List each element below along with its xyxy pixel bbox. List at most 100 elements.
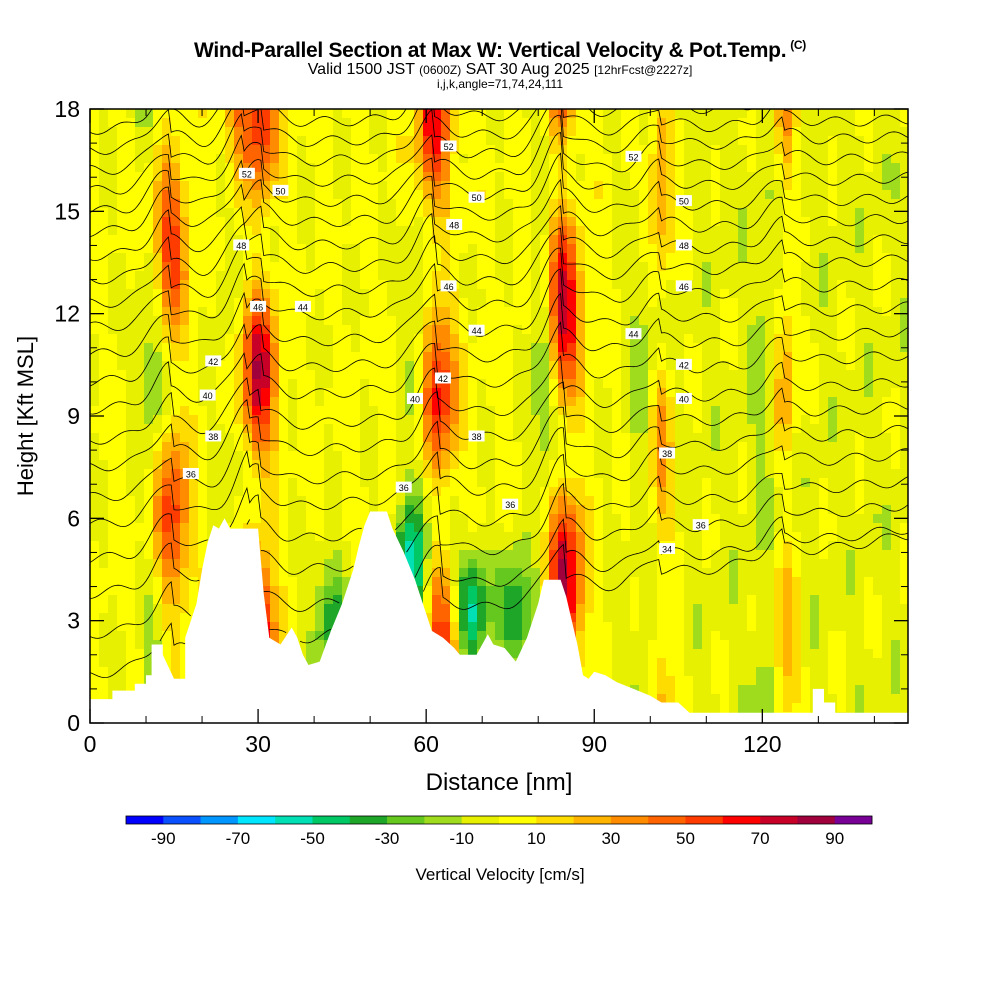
velocity-cell bbox=[99, 370, 109, 380]
velocity-cell bbox=[243, 199, 253, 209]
velocity-cell bbox=[459, 424, 469, 434]
velocity-cell bbox=[90, 199, 100, 209]
velocity-cell bbox=[117, 541, 127, 551]
velocity-cell bbox=[585, 496, 595, 506]
velocity-cell bbox=[153, 496, 163, 506]
velocity-cell bbox=[378, 442, 388, 452]
velocity-cell bbox=[612, 226, 622, 236]
velocity-cell bbox=[360, 487, 370, 497]
velocity-cell bbox=[333, 343, 343, 353]
velocity-cell bbox=[387, 271, 397, 281]
velocity-cell bbox=[900, 271, 908, 281]
velocity-cell bbox=[675, 226, 685, 236]
velocity-cell bbox=[540, 334, 550, 344]
velocity-cell bbox=[819, 487, 829, 497]
velocity-cell bbox=[810, 460, 820, 470]
velocity-cell bbox=[828, 172, 838, 182]
velocity-cell bbox=[297, 235, 307, 245]
velocity-cell bbox=[765, 244, 775, 254]
velocity-cell bbox=[450, 379, 460, 389]
velocity-cell bbox=[234, 406, 244, 416]
velocity-cell bbox=[855, 316, 865, 326]
velocity-cell bbox=[603, 352, 613, 362]
velocity-cell bbox=[108, 505, 118, 515]
velocity-cell bbox=[288, 334, 298, 344]
velocity-cell bbox=[135, 514, 145, 524]
velocity-cell bbox=[432, 568, 442, 578]
velocity-cell bbox=[198, 244, 208, 254]
velocity-cell bbox=[711, 172, 721, 182]
velocity-cell bbox=[657, 235, 667, 245]
velocity-cell bbox=[270, 136, 280, 146]
velocity-cell bbox=[297, 181, 307, 191]
velocity-cell bbox=[486, 262, 496, 272]
velocity-cell bbox=[513, 442, 523, 452]
velocity-cell bbox=[477, 559, 487, 569]
velocity-cell bbox=[468, 271, 478, 281]
velocity-cell bbox=[684, 163, 694, 173]
velocity-cell bbox=[396, 514, 406, 524]
velocity-cell bbox=[630, 181, 640, 191]
velocity-cell bbox=[333, 316, 343, 326]
velocity-cell bbox=[531, 559, 541, 569]
velocity-cell bbox=[279, 325, 289, 335]
velocity-cell bbox=[639, 271, 649, 281]
velocity-cell bbox=[216, 451, 226, 461]
velocity-cell bbox=[864, 550, 874, 560]
velocity-cell bbox=[891, 181, 901, 191]
velocity-cell bbox=[468, 181, 478, 191]
velocity-cell bbox=[477, 415, 487, 425]
velocity-cell bbox=[684, 568, 694, 578]
velocity-cell bbox=[639, 388, 649, 398]
velocity-cell bbox=[450, 325, 460, 335]
velocity-cell bbox=[801, 289, 811, 299]
velocity-cell bbox=[342, 280, 352, 290]
velocity-cell bbox=[801, 415, 811, 425]
velocity-cell bbox=[801, 397, 811, 407]
velocity-cell bbox=[171, 514, 181, 524]
velocity-cell bbox=[603, 514, 613, 524]
velocity-cell bbox=[216, 163, 226, 173]
velocity-cell bbox=[279, 415, 289, 425]
velocity-cell bbox=[423, 370, 433, 380]
velocity-cell bbox=[693, 550, 703, 560]
velocity-cell bbox=[468, 532, 478, 542]
velocity-cell bbox=[252, 280, 262, 290]
velocity-cell bbox=[603, 550, 613, 560]
velocity-cell bbox=[423, 163, 433, 173]
velocity-cell bbox=[261, 532, 271, 542]
velocity-cell bbox=[693, 280, 703, 290]
velocity-cell bbox=[873, 253, 883, 263]
velocity-cell bbox=[810, 109, 820, 119]
velocity-cell bbox=[468, 469, 478, 479]
velocity-cell bbox=[387, 469, 397, 479]
velocity-cell bbox=[441, 541, 451, 551]
velocity-cell bbox=[261, 235, 271, 245]
velocity-cell bbox=[675, 217, 685, 227]
velocity-cell bbox=[585, 433, 595, 443]
velocity-cell bbox=[594, 577, 604, 587]
velocity-cell bbox=[657, 109, 667, 119]
velocity-cell bbox=[711, 469, 721, 479]
velocity-cell bbox=[693, 208, 703, 218]
velocity-cell bbox=[414, 109, 424, 119]
velocity-cell bbox=[216, 172, 226, 182]
velocity-cell bbox=[792, 145, 802, 155]
velocity-cell bbox=[486, 118, 496, 128]
velocity-cell bbox=[693, 568, 703, 578]
velocity-cell bbox=[504, 451, 514, 461]
velocity-cell bbox=[828, 433, 838, 443]
velocity-cell bbox=[243, 163, 253, 173]
velocity-cell bbox=[171, 532, 181, 542]
velocity-cell bbox=[216, 424, 226, 434]
velocity-cell bbox=[657, 262, 667, 272]
velocity-cell bbox=[828, 505, 838, 515]
velocity-cell bbox=[198, 226, 208, 236]
velocity-cell bbox=[882, 280, 892, 290]
velocity-cell bbox=[108, 370, 118, 380]
velocity-cell bbox=[810, 154, 820, 164]
velocity-cell bbox=[153, 262, 163, 272]
velocity-cell bbox=[891, 460, 901, 470]
velocity-cell bbox=[693, 271, 703, 281]
velocity-cell bbox=[261, 361, 271, 371]
